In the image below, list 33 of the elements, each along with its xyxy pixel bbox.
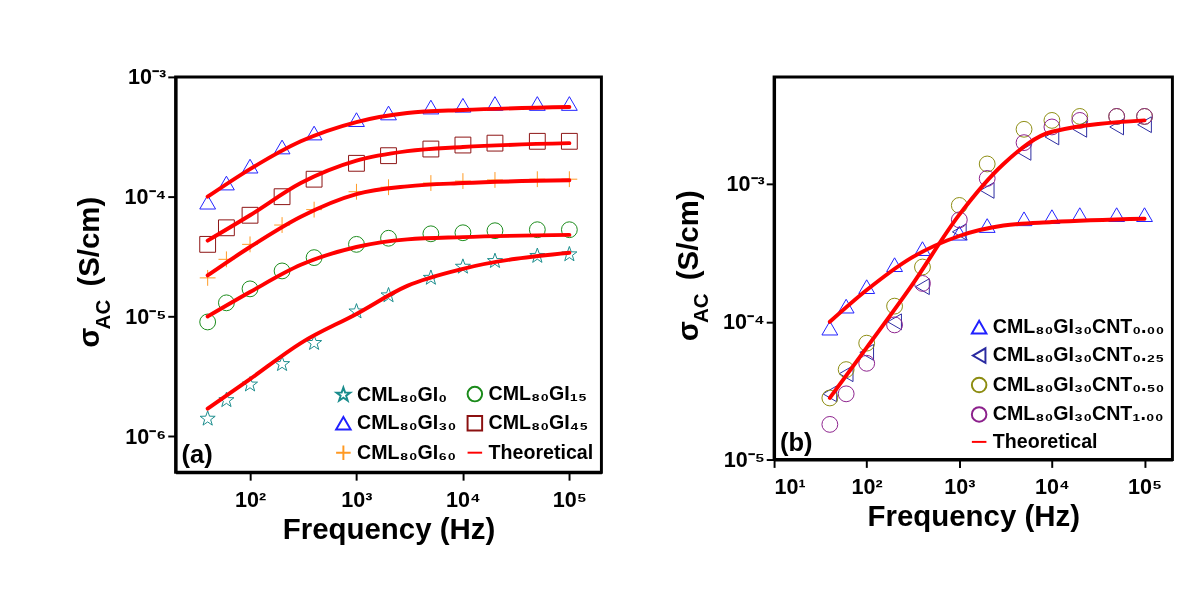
x-tick-label: 10¹ <box>774 474 806 500</box>
legend-label: CML₈₀GI₁₅ <box>488 381 587 404</box>
x-tick-label: 10⁵ <box>1127 474 1163 500</box>
legend-label: Theoretical <box>488 440 594 463</box>
x-tick-label: 10³ <box>341 487 373 513</box>
x-tick-label: 10² <box>851 474 883 500</box>
x-tick-label: 10² <box>234 487 267 513</box>
legend-label: CML₈₀GI₃₀ <box>357 411 457 434</box>
y-tick-label: 10⁻⁵ <box>125 303 167 329</box>
x-axis-title: Frequency (Hz) <box>282 511 496 545</box>
y-tick-label: 10⁻³ <box>128 64 167 90</box>
y-tick-label: 10⁻⁵ <box>723 446 765 472</box>
annotation: (a) <box>181 440 213 469</box>
y-tick-label: 10⁻⁴ <box>124 184 167 210</box>
y-axis-title: σAC (S/cm) <box>670 190 713 342</box>
x-tick-label: 10⁴ <box>1035 474 1070 500</box>
legend-label: Theoretical <box>992 429 1098 452</box>
annotation: (b) <box>779 427 813 456</box>
x-tick-label: 10⁴ <box>446 487 481 513</box>
legend-label: CML₈₀GI₃₀CNT₀.₅₀ <box>992 372 1165 395</box>
x-axis-title: Frequency (Hz) <box>867 498 1081 532</box>
y-tick-label: 10⁻³ <box>726 171 765 197</box>
legend-label: CML₈₀GI₃₀CNT₁.₀₀ <box>992 402 1164 425</box>
legend-label: CML₈₀GI₄₅ <box>488 411 589 434</box>
legend-label: CML₈₀GI₀ <box>357 382 448 405</box>
legend-label: CML₈₀GI₃₀CNT₀.₂₅ <box>992 343 1165 366</box>
y-tick-label: 10⁻⁴ <box>723 309 765 335</box>
y-axis-title: σAC (S/cm) <box>72 196 114 348</box>
legend-label: CML₈₀GI₆₀ <box>357 440 457 463</box>
x-tick-label: 10³ <box>944 474 976 500</box>
x-tick-label: 10⁵ <box>552 487 587 513</box>
y-tick-label: 10⁻⁶ <box>125 423 167 449</box>
legend-label: CML₈₀GI₃₀CNT₀.₀₀ <box>992 314 1165 337</box>
